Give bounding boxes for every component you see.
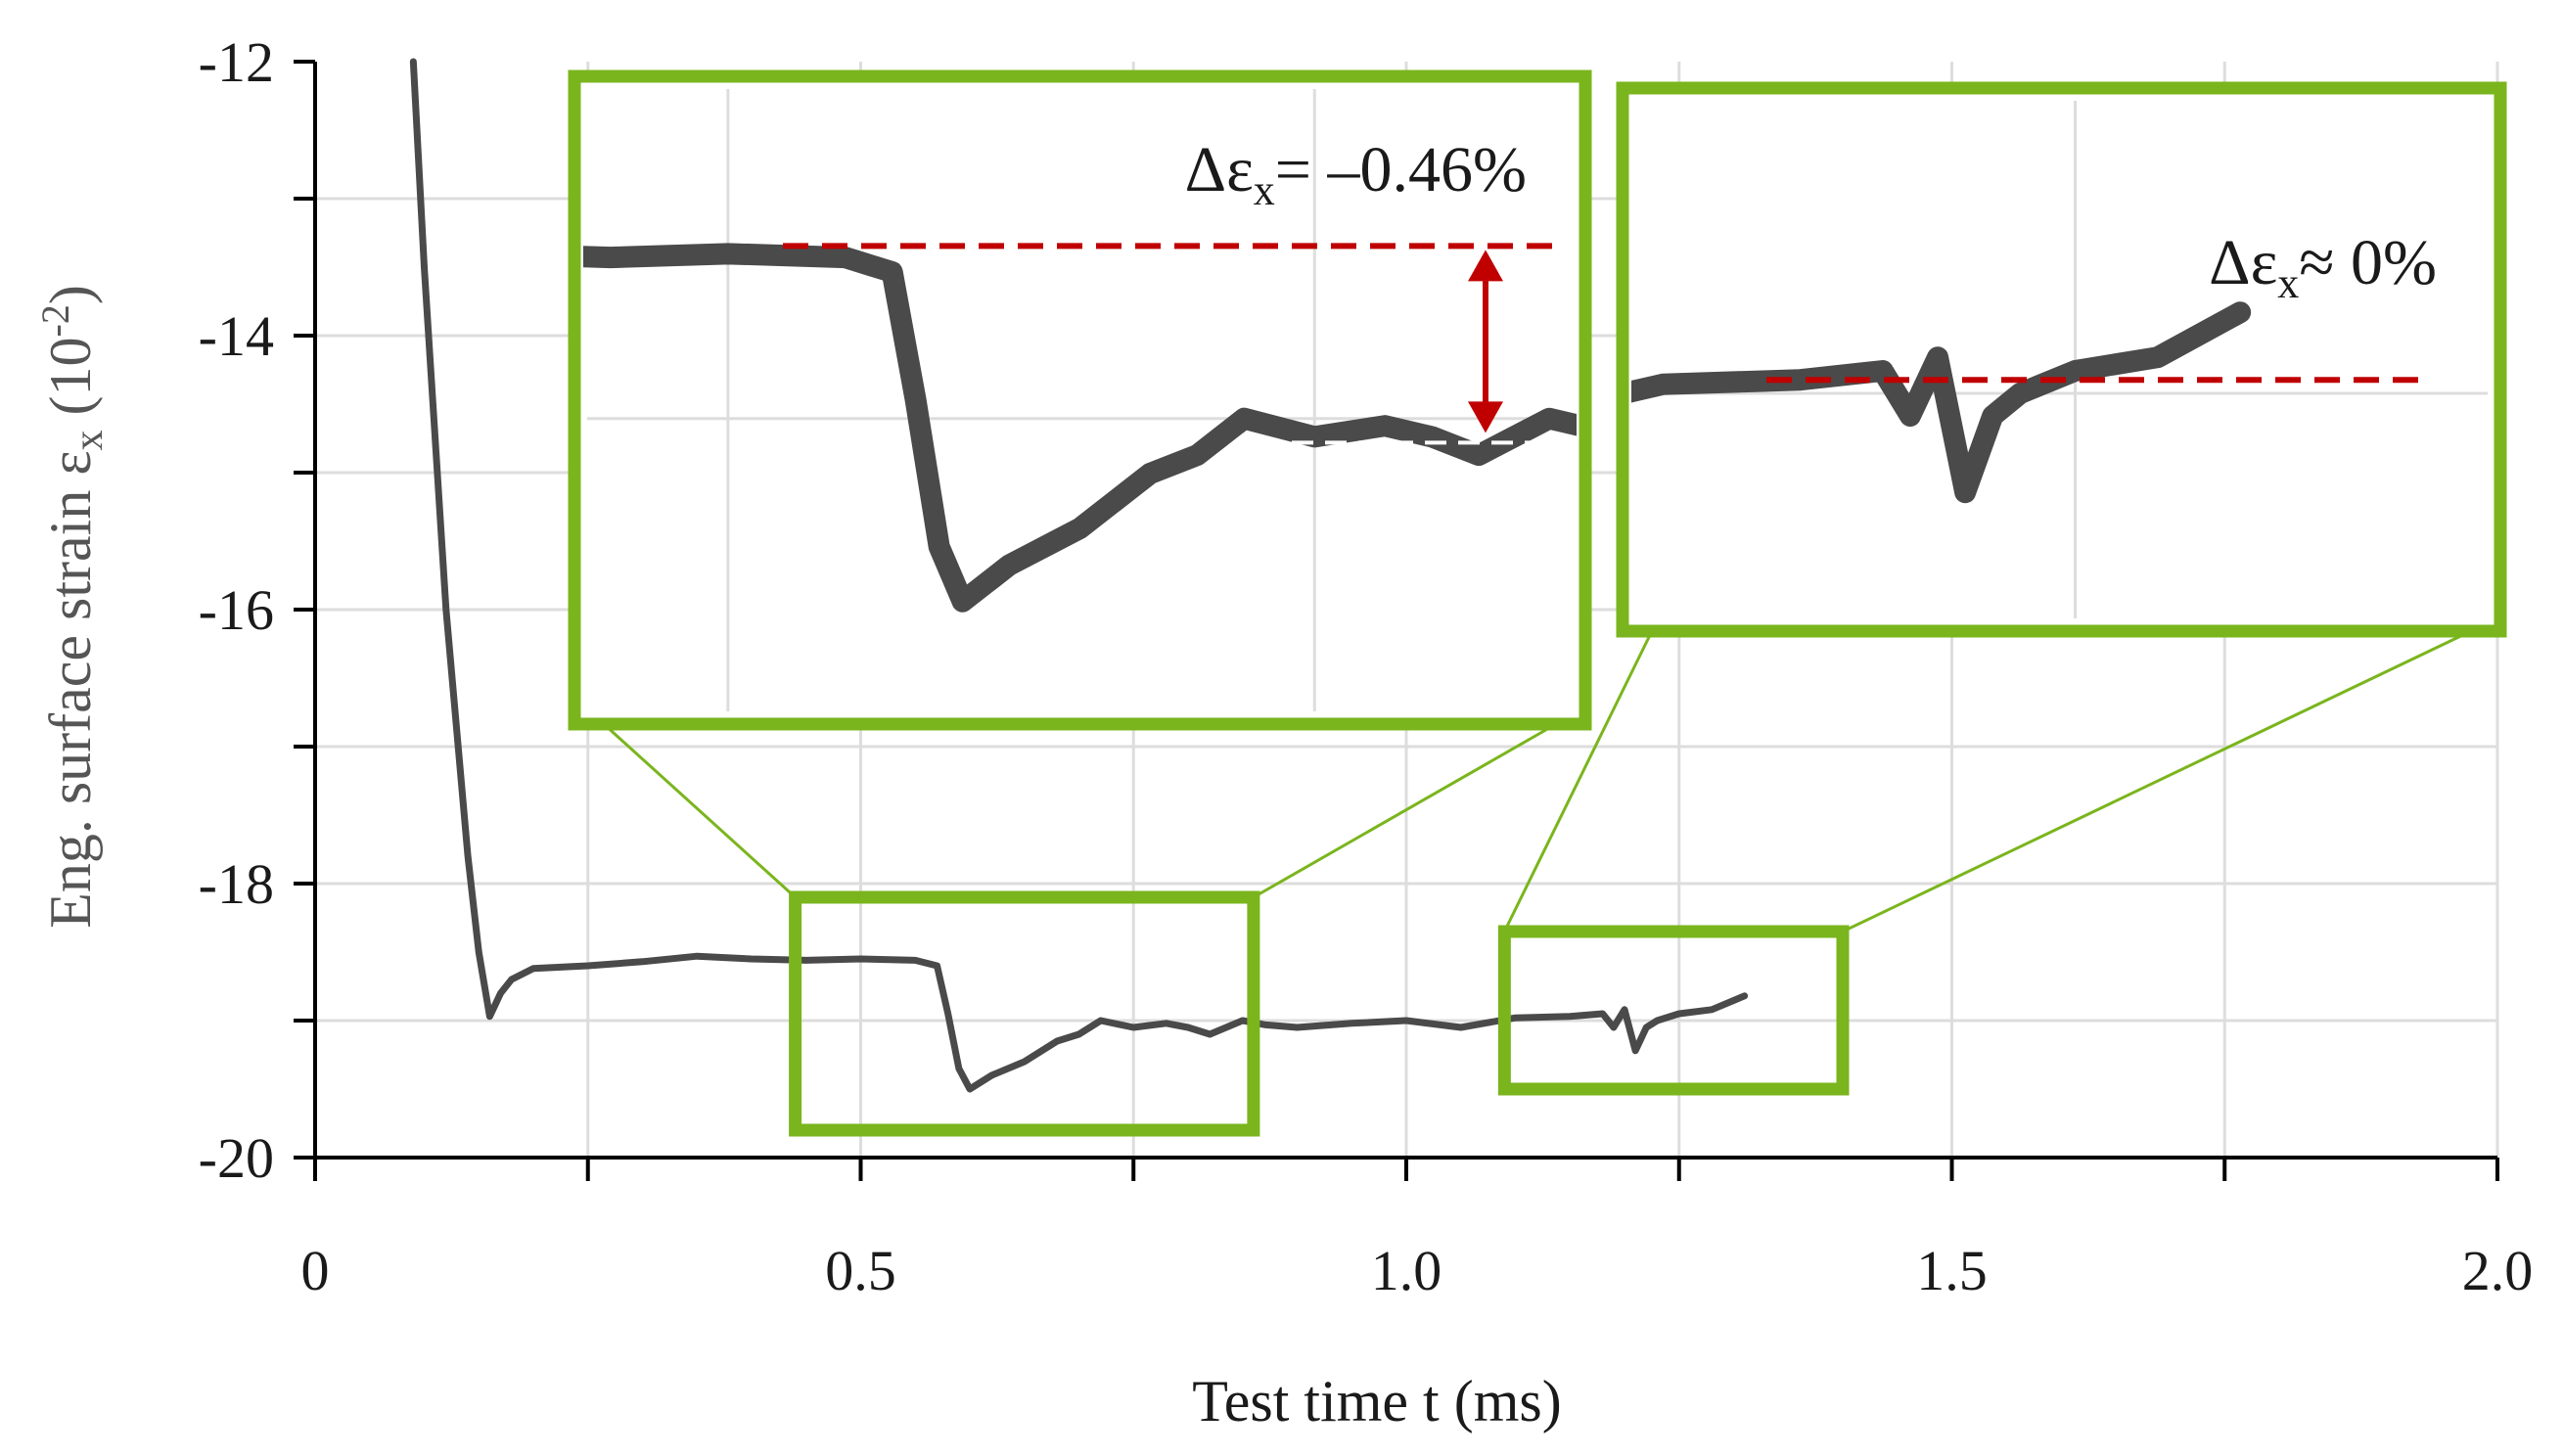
y-tick-label: -16 [199,578,274,642]
x-tick-label: 0 [301,1239,330,1302]
delta-arrow-head-up [1468,250,1503,282]
y-tick-label: -20 [199,1126,274,1190]
y-axis-label-exponent: -2 [33,304,77,337]
y-axis-label-close: ) [38,285,103,304]
zoom-2-inset-background [1623,88,2500,631]
zoom-2-magnified-series [1631,301,2252,504]
y-axis-label-main: Eng. surface strain ε [38,450,103,928]
annotation-prefix: Δε [1185,134,1254,205]
delta-arrow-head-down [1468,401,1503,433]
zoom-connector-line [1842,629,2472,933]
small-zoom-frames [789,890,1850,1137]
y-tick-label: -14 [199,304,274,368]
zoom-2-inset: Δεx≈ 0% [1616,81,2507,638]
annotation-subscript: x [2277,259,2299,307]
y-axis-label-unit: (10 [38,337,103,430]
zoom-1-source-box [789,890,1260,1137]
annotation-value: ≈ 0% [2299,227,2437,298]
zoom-1-inset-background [574,76,1585,724]
inset-panels: Δεx= –0.46%Δεx≈ 0% [568,69,2507,731]
x-axis-label: Test time t (ms) [1192,1369,1561,1433]
zoom-1-delta-annotation: Δεx= –0.46% [1185,134,1527,214]
annotation-prefix: Δε [2209,227,2277,298]
y-axis: -20 -18 -16 -14 -12 [199,30,317,1190]
x-tick-label: 1.0 [1371,1239,1442,1302]
zoom-2-delta-annotation: Δεx≈ 0% [2209,227,2437,307]
zoom-2-source-box [1497,925,1850,1096]
zoom-connectors [602,629,2472,933]
zoom-2-inset-frame [1616,81,2507,638]
series-line [409,58,1749,1093]
annotation-subscript: x [1254,166,1275,214]
y-axis-label-subscript: x [67,430,112,450]
zoom-connector-line [1503,630,1654,933]
zoom-1-inset: Δεx= –0.46% [568,69,1592,731]
y-axis-label: Eng. surface strain εx (10-2) [33,285,112,929]
x-axis: 0 0.5 1.0 1.5 2.0 [301,1156,2534,1302]
x-tick-label: 0.5 [825,1239,896,1302]
zoom-connector-line [602,722,797,899]
zoom-1-inset-plot [583,89,1577,711]
zoom-1-magnified-series [583,243,1577,613]
x-tick-label: 2.0 [2462,1239,2534,1302]
zoom-1-inset-frame [568,69,1592,731]
y-tick-label: -12 [199,30,274,94]
x-tick-label: 1.5 [1916,1239,1988,1302]
zoom-connector-line [1253,722,1557,899]
y-tick-label: -18 [199,852,274,916]
annotation-value: = –0.46% [1275,134,1527,205]
zoom-2-inset-plot [1631,101,2488,618]
data-series [409,58,1749,1093]
